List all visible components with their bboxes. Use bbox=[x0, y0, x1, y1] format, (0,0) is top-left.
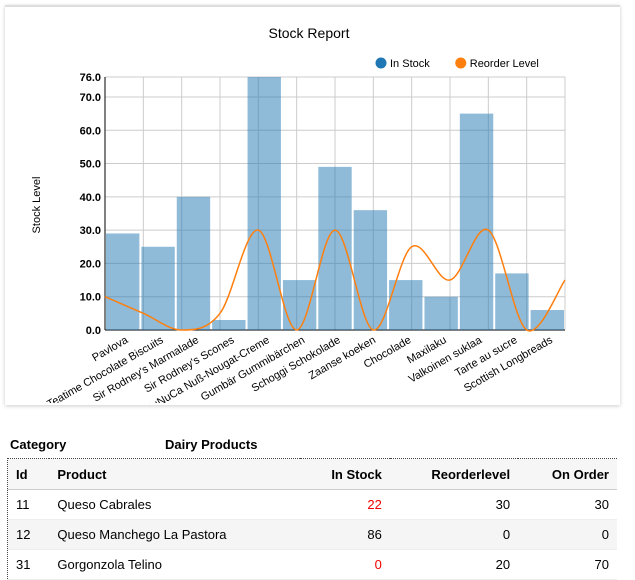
table-cell: Queso Cabrales bbox=[49, 489, 300, 520]
y-tick-label: 70.0 bbox=[80, 92, 101, 104]
legend-swatch bbox=[375, 57, 387, 69]
y-tick-label: 10.0 bbox=[80, 292, 101, 304]
table-cell: 30 bbox=[389, 489, 519, 520]
table-cell: 12 bbox=[7, 519, 50, 550]
y-tick-label: 20.0 bbox=[80, 258, 101, 270]
y-tick-label: 30.0 bbox=[80, 225, 101, 237]
table-cell: 0 bbox=[518, 519, 617, 550]
line bbox=[104, 228, 566, 332]
bar bbox=[247, 77, 281, 330]
table-cell: Queso Manchego La Pastora bbox=[49, 519, 300, 550]
filter-label: Category bbox=[10, 437, 67, 452]
legend-label: In Stock bbox=[390, 58, 430, 70]
bar bbox=[318, 166, 352, 330]
bar bbox=[176, 196, 211, 330]
bar bbox=[141, 246, 175, 330]
table-cell: 22 bbox=[299, 489, 390, 520]
table-cell: 30 bbox=[518, 489, 617, 520]
table-row[interactable]: 12 Queso Manchego La Pastora 86 0 0 bbox=[7, 519, 617, 550]
table-cell: 0 bbox=[389, 519, 519, 550]
bar bbox=[495, 273, 529, 330]
y-tick-label: 76.0 bbox=[80, 72, 101, 84]
y-axis-label: Stock Level bbox=[31, 177, 43, 234]
table-row[interactable]: 11 Queso Cabrales 22 30 30 bbox=[7, 489, 617, 520]
column-header[interactable]: In Stock bbox=[299, 458, 390, 490]
legend-swatch bbox=[455, 57, 467, 69]
bar bbox=[282, 280, 317, 330]
bar bbox=[106, 233, 140, 330]
y-tick-label: 40.0 bbox=[80, 192, 101, 204]
column-header[interactable]: On Order bbox=[518, 458, 617, 490]
column-header[interactable]: Id bbox=[7, 458, 50, 490]
column-header[interactable]: Reorderlevel bbox=[389, 458, 519, 490]
filter-value[interactable]: Dairy Products bbox=[165, 437, 258, 452]
legend-label: Reorder Level bbox=[470, 58, 539, 70]
data-table: Id Product In Stock Reorderlevel On Order 11 Q… bbox=[7, 458, 617, 580]
bar bbox=[389, 280, 423, 330]
bar bbox=[459, 113, 494, 330]
chart-title: Stock Report bbox=[269, 25, 350, 41]
chart-panel: Stock Report Stock Level 0.0 10.0 20.0 30.0… bbox=[5, 5, 620, 416]
bar bbox=[424, 296, 458, 330]
table-cell: 11 bbox=[7, 489, 50, 520]
y-tick-label: 60.0 bbox=[80, 125, 101, 137]
y-tick-label: 50.0 bbox=[80, 159, 101, 171]
chart: Stock Report Stock Level 0.0 10.0 20.0 30.0… bbox=[31, 25, 566, 416]
column-header[interactable]: Product bbox=[49, 458, 300, 490]
y-tick-label: 0.0 bbox=[86, 325, 101, 337]
page: Stock Report Stock Level 0.0 10.0 20.0 30.0… bbox=[5, 5, 620, 580]
bar bbox=[353, 210, 388, 330]
bar bbox=[212, 320, 246, 330]
table-cell: 86 bbox=[299, 519, 390, 550]
